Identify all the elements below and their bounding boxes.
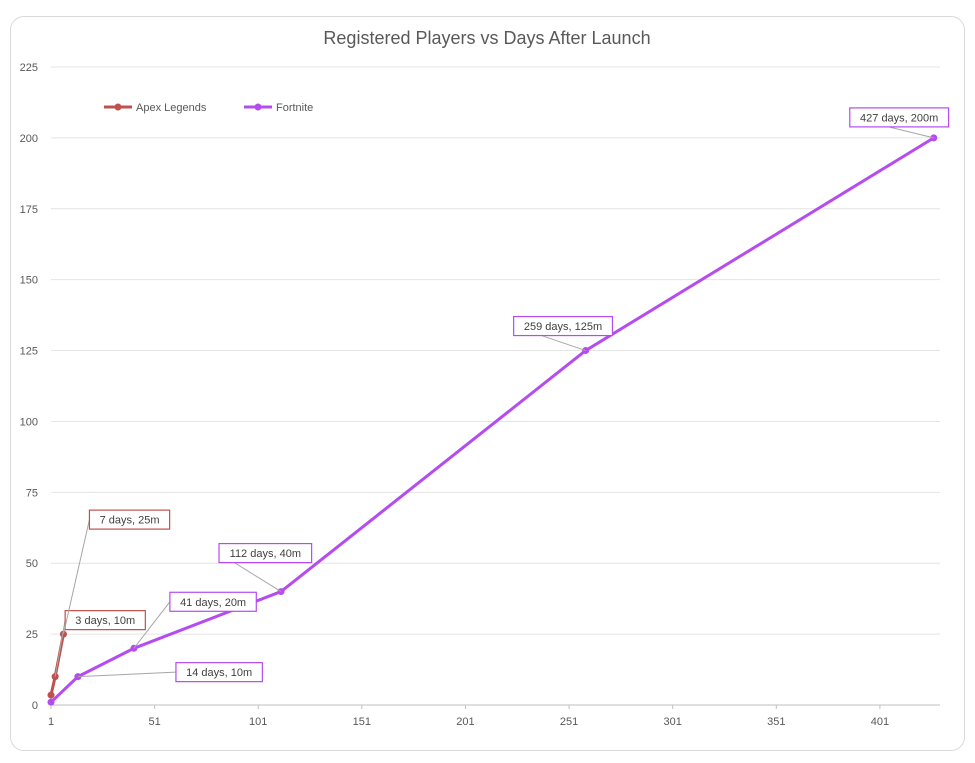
- x-tick-label: 51: [148, 716, 160, 728]
- annotation-box: [218, 542, 313, 564]
- x-tick-label: 101: [249, 716, 267, 728]
- y-tick-label: 175: [20, 204, 38, 216]
- series: [47, 134, 938, 706]
- y-tick-label: 100: [20, 416, 38, 428]
- data-point: [59, 630, 67, 638]
- data-label: 112 days, 40m: [230, 548, 301, 560]
- data-label: 41 days, 20m: [180, 597, 246, 609]
- data-label: 259 days, 125m: [524, 321, 602, 333]
- data-label: 14 days, 10m: [186, 667, 252, 679]
- legend-marker: [114, 103, 122, 111]
- data-point: [47, 691, 55, 699]
- data-label: 7 days, 25m: [100, 515, 160, 527]
- annotation-leader: [77, 671, 176, 678]
- data-label: 427 days, 200m: [860, 112, 938, 124]
- legend-label: Fortnite: [276, 102, 313, 114]
- y-tick-label: 0: [32, 700, 38, 712]
- x-tick-label: 251: [560, 716, 578, 728]
- y-tick-label: 200: [20, 133, 38, 145]
- chart-frame: [10, 16, 965, 751]
- x-tick-label: 151: [353, 716, 371, 728]
- annotation-leader: [54, 620, 66, 677]
- annotation-box: [169, 591, 257, 612]
- grid: [51, 66, 940, 706]
- y-tick-label: 225: [20, 62, 38, 74]
- y-tick-label: 25: [26, 629, 38, 641]
- x-tick-label: 301: [663, 716, 681, 728]
- chart-title: Registered Players vs Days After Launch: [323, 28, 650, 48]
- legend-label: Apex Legends: [136, 102, 207, 114]
- x-tick-label: 201: [456, 716, 474, 728]
- y-tick-label: 75: [26, 487, 38, 499]
- legend: Apex Legends Fortnite: [104, 102, 313, 114]
- x-tick-label: 401: [871, 716, 889, 728]
- annotation-box: [175, 662, 263, 683]
- annotation-box: [64, 610, 146, 631]
- annotation-box: [88, 509, 171, 530]
- data-point: [47, 698, 55, 706]
- series-line-fortnite: [49, 136, 935, 704]
- annotation-leader: [133, 601, 171, 649]
- legend-marker: [254, 103, 262, 111]
- annotation-box: [513, 315, 614, 337]
- data-label: 3 days, 10m: [75, 615, 135, 627]
- y-tick-label: 150: [20, 275, 38, 287]
- annotation-box: [849, 107, 950, 128]
- y-tick-label: 50: [26, 558, 38, 570]
- annotation-leader: [62, 519, 90, 635]
- x-tick-label: 351: [767, 716, 785, 728]
- x-tick-label: 1: [48, 716, 54, 728]
- annotations: 3 days, 10m 7 days, 25m 14 days, 10m 41 day…: [54, 107, 950, 683]
- y-tick-label: 125: [20, 346, 38, 358]
